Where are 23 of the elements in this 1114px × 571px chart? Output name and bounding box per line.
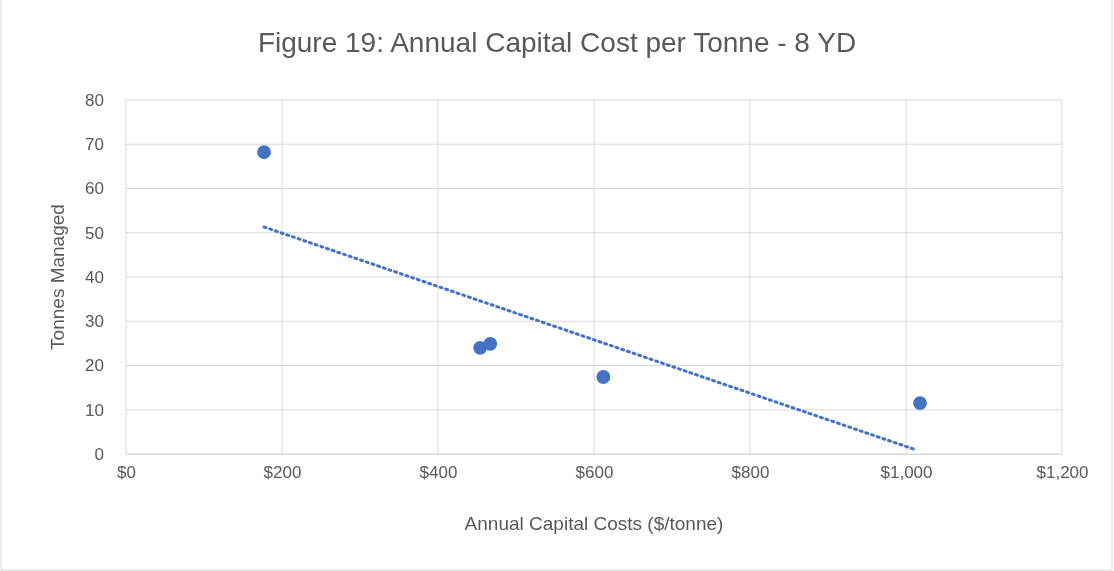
y-tick-label: 50 (85, 223, 104, 243)
chart-title: Figure 19: Annual Capital Cost per Tonne - 8 YD (257, 27, 857, 58)
y-tick-label: 80 (85, 90, 104, 110)
y-tick-label: 20 (85, 356, 104, 376)
point (483, 336, 498, 351)
x-tick-label: $800 (731, 463, 770, 483)
x-tick-label: $400 (419, 463, 458, 483)
point (257, 145, 271, 160)
y-tick-label: 40 (85, 267, 104, 287)
y-tick-label: 10 (85, 400, 104, 420)
y-tick-label: 60 (85, 179, 104, 199)
y-tick-label: 70 (85, 135, 104, 155)
x-tick-label: $0 (117, 463, 136, 483)
x-tick-label: $1,000 (880, 463, 933, 483)
point (596, 370, 611, 384)
x-tick-label: $200 (263, 463, 302, 483)
x-axis-title: Annual Capital Costs ($/tonne) (464, 513, 724, 534)
y-tick-label: 0 (94, 444, 104, 464)
y-tick-label: 30 (85, 312, 104, 332)
y-axis-title: Tonnes Managed (47, 204, 68, 350)
x-tick-label: $1,200 (1036, 463, 1089, 483)
x-tick-label: $600 (575, 463, 614, 483)
point (913, 396, 927, 411)
